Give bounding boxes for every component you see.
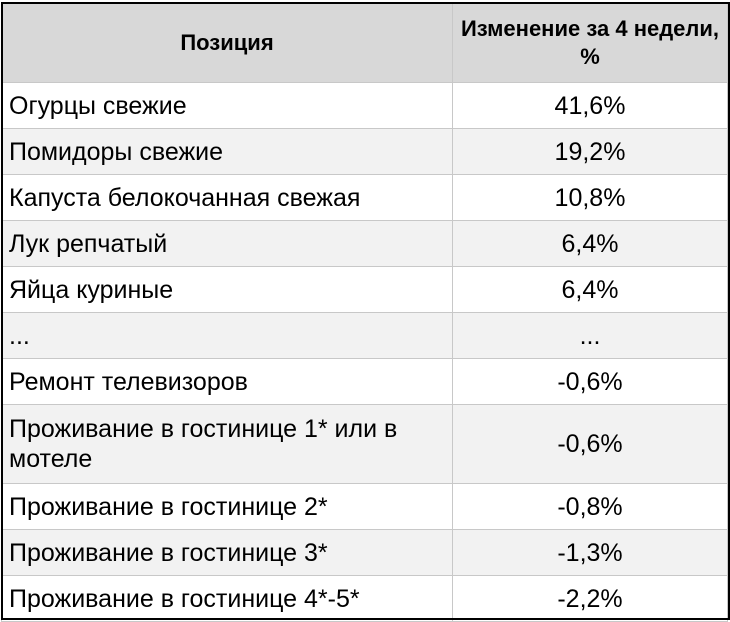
- table-row: Огурцы свежие 41,6%: [1, 82, 728, 129]
- row-value: 41,6%: [452, 82, 728, 129]
- row-name: Проживание в гостинице 3*: [1, 529, 453, 576]
- table-body: Огурцы свежие 41,6% Помидоры свежие 19,2…: [1, 82, 728, 622]
- row-name: Ремонт телевизоров: [1, 358, 453, 405]
- row-value: -2,2%: [452, 575, 728, 622]
- row-value: -0,6%: [452, 404, 728, 484]
- row-name: Проживание в гостинице 4*-5*: [1, 575, 453, 622]
- row-name: Яйца куриные: [1, 266, 453, 313]
- table-row: Помидоры свежие 19,2%: [1, 128, 728, 175]
- row-name: Капуста белокочанная свежая: [1, 174, 453, 221]
- row-value: 6,4%: [452, 266, 728, 313]
- row-name: Огурцы свежие: [1, 82, 453, 129]
- header-change: Изменение за 4 недели, %: [452, 2, 728, 83]
- table-row: Яйца куриные 6,4%: [1, 266, 728, 313]
- header-position: Позиция: [1, 2, 453, 83]
- header-row: Позиция Изменение за 4 недели, %: [1, 2, 728, 83]
- table-row: Лук репчатый 6,4%: [1, 220, 728, 267]
- table-row: Проживание в гостинице 4*-5* -2,2%: [1, 575, 728, 622]
- row-name: Лук репчатый: [1, 220, 453, 267]
- row-value: -1,3%: [452, 529, 728, 576]
- row-name: ...: [1, 312, 453, 359]
- row-name: Помидоры свежие: [1, 128, 453, 175]
- table-row: ... ...: [1, 312, 728, 359]
- table-row: Проживание в гостинице 1* или в мотеле -…: [1, 404, 728, 484]
- table-row: Ремонт телевизоров -0,6%: [1, 358, 728, 405]
- table-row: Проживание в гостинице 3* -1,3%: [1, 529, 728, 576]
- row-name: Проживание в гостинице 2*: [1, 483, 453, 530]
- row-value: ...: [452, 312, 728, 359]
- table-row: Капуста белокочанная свежая 10,8%: [1, 174, 728, 221]
- row-name: Проживание в гостинице 1* или в мотеле: [1, 404, 453, 484]
- row-value: -0,6%: [452, 358, 728, 405]
- row-value: 19,2%: [452, 128, 728, 175]
- table-header: Позиция Изменение за 4 недели, %: [1, 2, 728, 83]
- table-row: Проживание в гостинице 2* -0,8%: [1, 483, 728, 530]
- row-value: -0,8%: [452, 483, 728, 530]
- row-value: 10,8%: [452, 174, 728, 221]
- row-value: 6,4%: [452, 220, 728, 267]
